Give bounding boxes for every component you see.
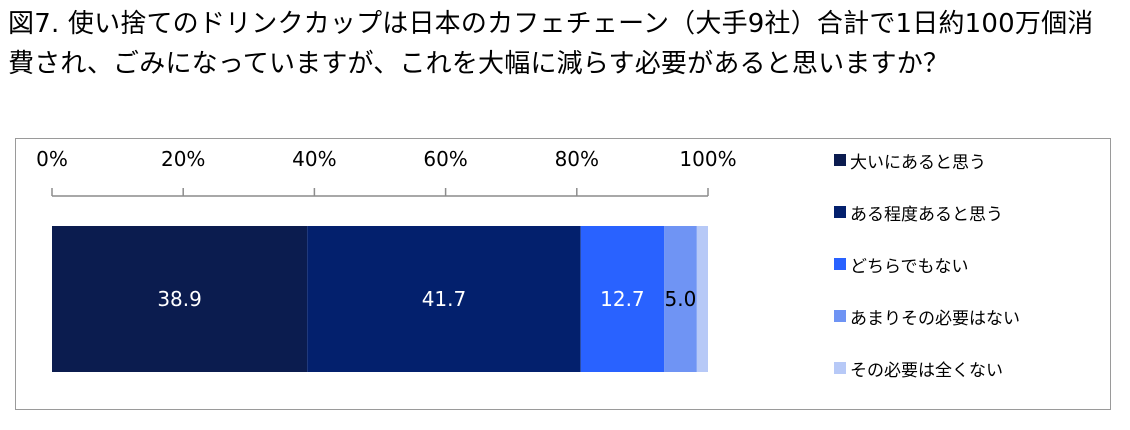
bar-segment xyxy=(307,226,581,372)
x-tick-label: 100% xyxy=(679,147,736,171)
bar-segment xyxy=(580,226,665,372)
legend-item: あまりその必要はない xyxy=(834,304,1020,329)
x-tick-label: 80% xyxy=(555,147,599,171)
legend-label: その必要は全くない xyxy=(850,360,1003,381)
legend-item: 大いにあると思う xyxy=(834,148,986,173)
legend-label: あまりその必要はない xyxy=(850,308,1020,329)
bar-segment xyxy=(696,226,708,372)
data-label: 5.0 xyxy=(665,287,697,311)
legend-swatch xyxy=(834,362,846,374)
bar-segment xyxy=(664,226,697,372)
legend-item: その必要は全くない xyxy=(834,356,1003,381)
x-tick-label: 20% xyxy=(161,147,205,171)
chart-frame xyxy=(15,138,1111,410)
legend-item: どちらでもない xyxy=(834,252,969,277)
x-tick-label: 60% xyxy=(423,147,467,171)
legend-swatch xyxy=(834,206,846,218)
data-label: 41.7 xyxy=(422,287,467,311)
chart-title: 図7. 使い捨てのドリンクカップは日本のカフェチェーン（大手9社）合計で1日約1… xyxy=(8,9,1094,79)
legend-label: ある程度あると思う xyxy=(850,204,1003,225)
legend-label: 大いにあると思う xyxy=(850,152,986,173)
legend-label: どちらでもない xyxy=(850,256,969,277)
data-label: 12.7 xyxy=(600,287,645,311)
x-tick-label: 40% xyxy=(292,147,336,171)
legend-swatch xyxy=(834,310,846,322)
x-tick-label: 0% xyxy=(36,147,68,171)
legend-swatch xyxy=(834,258,846,270)
bar-segment xyxy=(52,226,308,372)
legend-item: ある程度あると思う xyxy=(834,200,1003,225)
data-label: 38.9 xyxy=(157,287,202,311)
legend-swatch xyxy=(834,154,846,166)
